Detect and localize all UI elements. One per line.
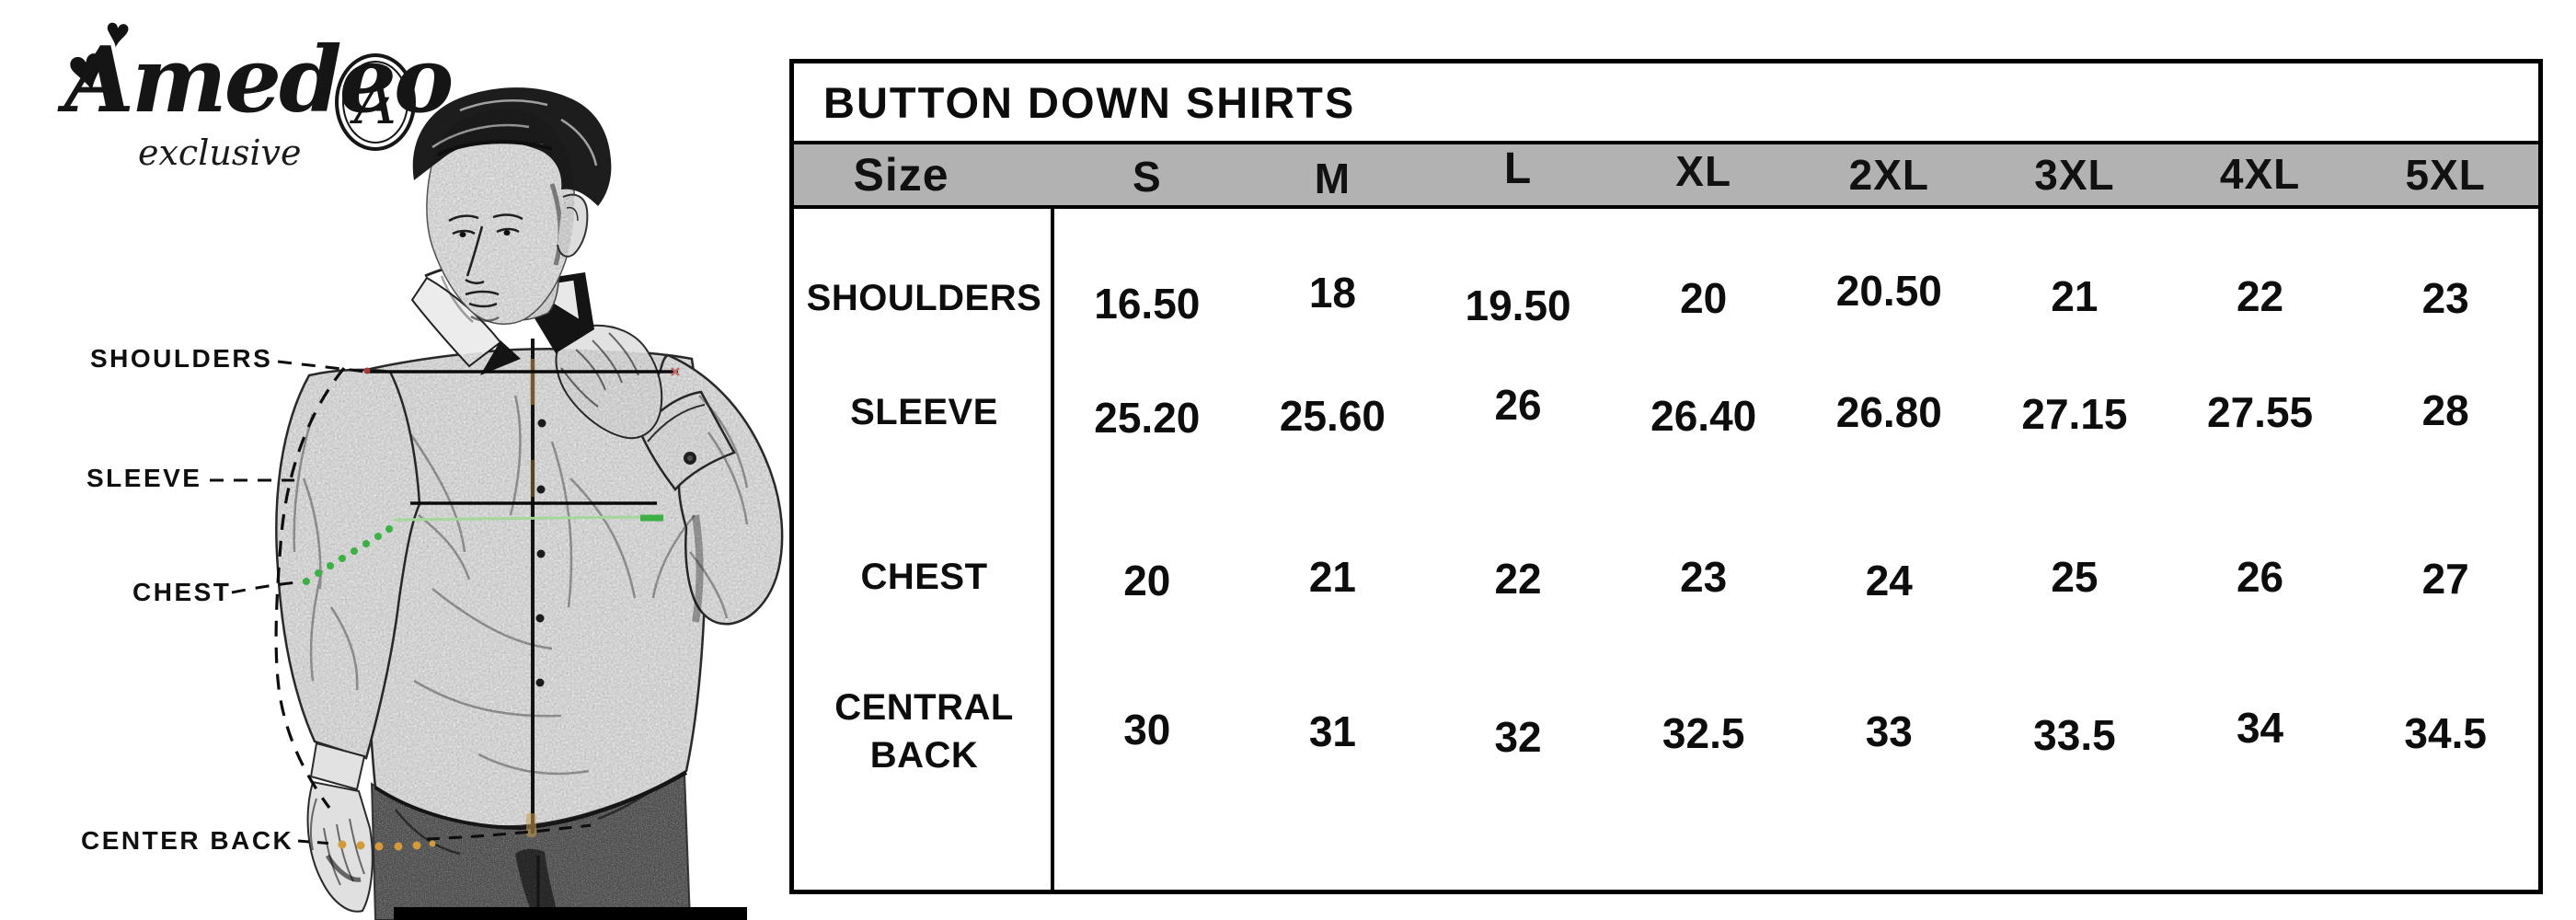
cell-value: 31 [1308, 707, 1357, 755]
cell-value: 26.80 [1835, 388, 1942, 436]
header-size: Size [853, 149, 949, 201]
header-col-m: M [1314, 155, 1351, 202]
row-label-shoulders: SHOULDERS [806, 278, 1042, 318]
sketch-grain [276, 109, 783, 827]
cell-value: 18 [1308, 269, 1357, 316]
cell-value: 27.15 [2021, 390, 2128, 438]
shirt-button [535, 614, 545, 623]
column-divider [1051, 209, 1054, 890]
header-col-5xl: 5XL [2405, 151, 2486, 199]
header-col-3xl: 3XL [2034, 151, 2115, 199]
cell-value: 26 [2236, 553, 2284, 601]
brand-tagline: exclusive [138, 132, 302, 173]
cell-value: 30 [1123, 706, 1171, 753]
table-header-row: Size S M L XL 2XL 3XL 4XL 5XL [794, 141, 2538, 209]
photo-bottom-edge [394, 907, 747, 920]
sleeve-measure-curve [274, 366, 346, 809]
cell-value: 32 [1494, 713, 1542, 761]
cell-value: 27 [2421, 555, 2469, 603]
cell-value: 22 [2236, 272, 2284, 320]
hem-dashed-line [426, 823, 592, 841]
row-label-chest: CHEST [860, 557, 988, 597]
green-dots [303, 525, 393, 585]
cell-value: 19.50 [1465, 282, 1571, 329]
cell-value: 28 [2421, 386, 2469, 434]
table-title: BUTTON DOWN SHIRTS [823, 77, 1356, 127]
cell-value: 24 [1865, 557, 1913, 604]
cell-value: 23 [2421, 274, 2469, 322]
button-placket [526, 339, 546, 837]
header-col-l: L [1503, 144, 1533, 193]
red-mark [363, 367, 371, 374]
table-body: SHOULDERS 16.50 18 19.50 20 20.50 21 22 … [794, 209, 2538, 890]
cell-value: 23 [1680, 553, 1728, 601]
header-col-s: S [1132, 153, 1162, 201]
model-illustration [210, 87, 784, 920]
cell-value: 22 [1494, 555, 1542, 603]
shoulders-label: SHOULDERS [90, 344, 273, 373]
cell-value: 33 [1865, 707, 1913, 755]
shirt-button [535, 678, 545, 687]
table-row: 30 31 32 32.5 33 33.5 34 34.5 [1054, 704, 2538, 761]
shoulders-leader-line [277, 360, 367, 374]
cell-value: 27.55 [2207, 388, 2314, 436]
center-back-label: CENTER BACK [81, 826, 294, 855]
measurement-marks [210, 360, 680, 851]
cell-value: 21 [1308, 553, 1357, 601]
table-row: 20 21 22 23 24 25 26 27 [1054, 552, 2538, 604]
chest-green-line [393, 515, 641, 522]
cell-value: 20.50 [1835, 267, 1942, 315]
header-col-2xl: 2XL [1848, 151, 1929, 199]
cell-value: 25.20 [1094, 394, 1201, 442]
cell-value: 20 [1680, 274, 1728, 322]
shirt-button [537, 419, 546, 428]
header-col-xl: XL [1675, 147, 1732, 195]
orange-dots [338, 840, 436, 851]
cell-value: 32.5 [1662, 709, 1745, 757]
center-back-leader-line [297, 839, 334, 845]
cell-value: 33.5 [2033, 711, 2116, 759]
cell-value: 26.40 [1650, 392, 1757, 440]
table-row: 25.20 25.60 26 26.40 26.80 27.15 27.55 2… [1054, 381, 2538, 442]
chest-label: CHEST [132, 578, 232, 606]
table-row: 16.50 18 19.50 20 20.50 21 22 23 [1054, 267, 2538, 329]
shirt-button [536, 485, 546, 494]
row-label-central-back: CENTRAL BACK [834, 687, 1014, 776]
chest-leader-line [231, 580, 306, 594]
cell-value: 25.60 [1279, 392, 1386, 440]
cell-value: 16.50 [1094, 280, 1201, 328]
cell-value: 21 [2051, 272, 2099, 320]
shirt-button [536, 549, 546, 558]
cell-value: 34.5 [2404, 709, 2487, 757]
brand-monogram-icon: A [335, 53, 416, 151]
sleeve-label: SLEEVE [86, 464, 202, 492]
cell-value: 26 [1494, 381, 1542, 429]
header-col-4xl: 4XL [2219, 150, 2301, 198]
cell-value: 20 [1123, 557, 1171, 604]
red-mark [671, 367, 680, 376]
size-table: BUTTON DOWN SHIRTS Size S M L XL 2XL 3XL… [789, 59, 2543, 894]
row-label-sleeve: SLEEVE [850, 392, 998, 432]
cell-value: 25 [2051, 553, 2099, 601]
cell-value: 34 [2236, 704, 2284, 752]
